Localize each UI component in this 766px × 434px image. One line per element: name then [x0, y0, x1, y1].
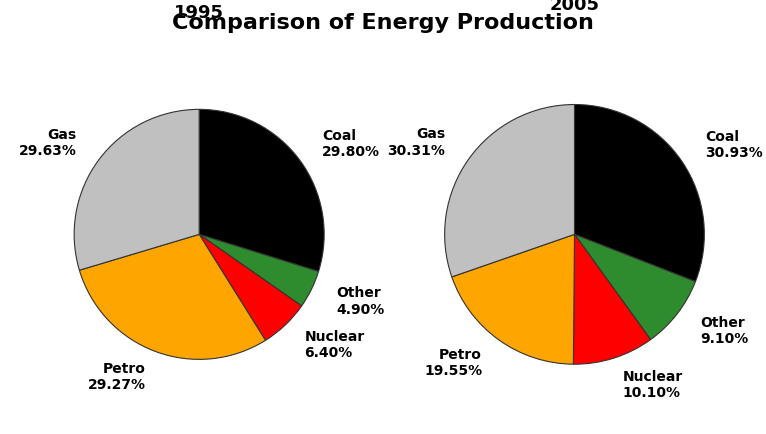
- Wedge shape: [199, 234, 302, 340]
- Text: Gas
29.63%: Gas 29.63%: [19, 128, 77, 158]
- Wedge shape: [574, 234, 696, 339]
- Wedge shape: [452, 234, 574, 364]
- Text: Other
4.90%: Other 4.90%: [336, 286, 385, 316]
- Text: Comparison of Energy Production: Comparison of Energy Production: [172, 13, 594, 33]
- Text: Other
9.10%: Other 9.10%: [700, 316, 748, 346]
- Title: 1995: 1995: [174, 4, 224, 22]
- Wedge shape: [74, 109, 199, 270]
- Text: Coal
30.93%: Coal 30.93%: [705, 130, 763, 160]
- Wedge shape: [574, 105, 705, 282]
- Text: Nuclear
10.10%: Nuclear 10.10%: [623, 370, 683, 401]
- Text: Nuclear
6.40%: Nuclear 6.40%: [304, 330, 365, 360]
- Text: Coal
29.80%: Coal 29.80%: [322, 129, 380, 159]
- Title: 2005: 2005: [549, 0, 600, 14]
- Wedge shape: [444, 105, 574, 277]
- Wedge shape: [574, 234, 650, 364]
- Wedge shape: [80, 234, 266, 359]
- Text: Gas
30.31%: Gas 30.31%: [388, 128, 445, 158]
- Text: Petro
29.27%: Petro 29.27%: [87, 362, 146, 392]
- Text: Petro
19.55%: Petro 19.55%: [424, 348, 482, 378]
- Wedge shape: [199, 234, 319, 306]
- Wedge shape: [199, 109, 324, 272]
